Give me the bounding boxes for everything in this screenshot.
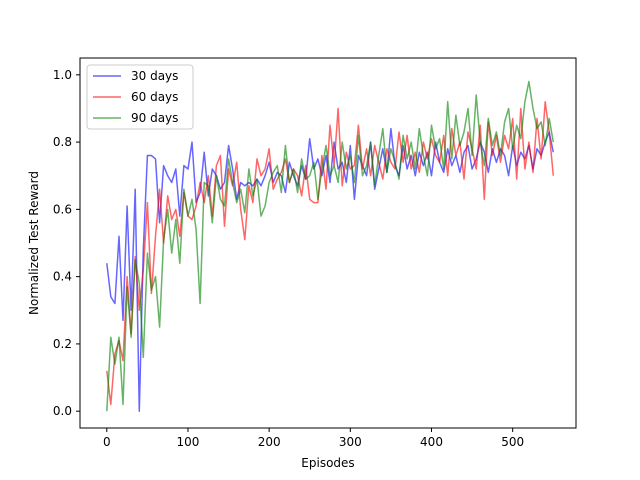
y-axis: 0.0 0.2 0.4 0.6 0.8 1.0 <box>53 68 80 418</box>
y-axis-label: Normalized Test Reward <box>27 171 41 315</box>
y-tick-label: 0.8 <box>53 135 72 149</box>
y-tick-label: 0.4 <box>53 270 72 284</box>
x-tick-label: 400 <box>420 435 443 449</box>
x-tick-label: 200 <box>258 435 281 449</box>
x-axis-label: Episodes <box>301 456 354 470</box>
legend: 30 days 60 days 90 days <box>86 64 194 130</box>
plot-lines <box>106 80 555 412</box>
legend-label-90-days: 90 days <box>131 111 178 125</box>
legend-label-30-days: 30 days <box>131 69 178 83</box>
series-line-90-days <box>106 80 555 412</box>
plot-frame <box>79 57 577 429</box>
legend-box <box>86 64 194 130</box>
legend-label-60-days: 60 days <box>131 90 178 104</box>
y-tick-label: 0.6 <box>53 202 72 216</box>
x-tick-label: 100 <box>177 435 200 449</box>
y-tick-label: 0.2 <box>53 337 72 351</box>
x-tick-label: 0 <box>103 435 111 449</box>
x-axis: 0 100 200 300 400 500 <box>103 428 524 449</box>
y-tick-label: 1.0 <box>53 68 72 82</box>
x-tick-label: 500 <box>501 435 524 449</box>
x-tick-label: 300 <box>339 435 362 449</box>
series-line-60-days <box>106 100 555 406</box>
y-tick-label: 0.0 <box>53 404 72 418</box>
